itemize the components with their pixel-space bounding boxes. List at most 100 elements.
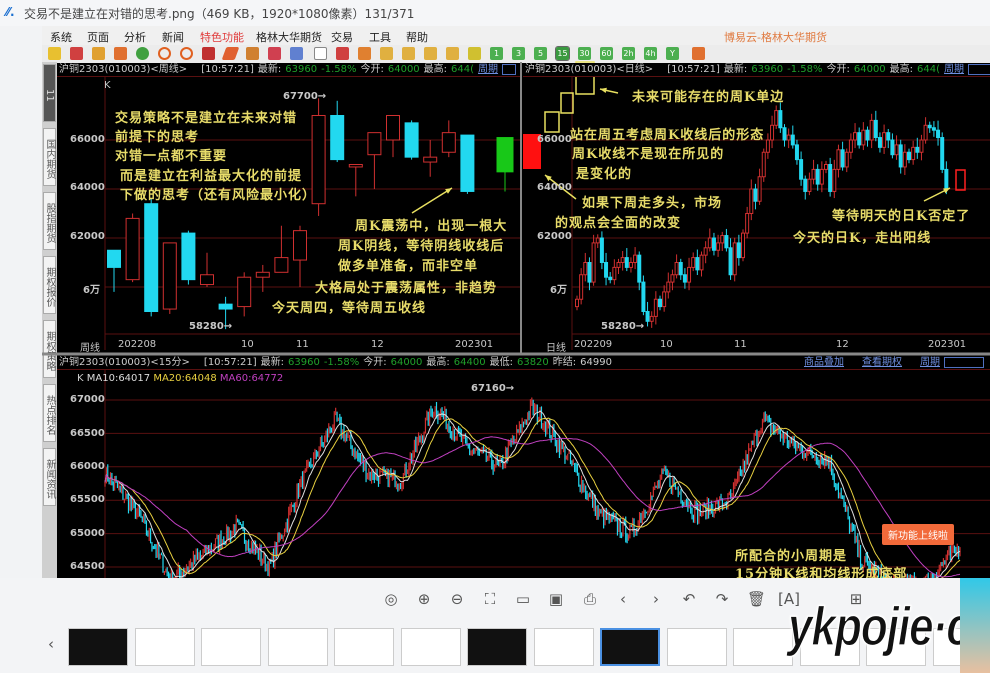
open-label: 今开: xyxy=(360,63,384,75)
low-label: 最低: xyxy=(489,356,513,368)
users-icon[interactable] xyxy=(290,47,303,60)
y-tick: 62000 xyxy=(70,231,105,242)
home-icon[interactable] xyxy=(70,47,83,60)
y-tick: 64000 xyxy=(537,182,572,193)
print-icon[interactable]: ⎙ xyxy=(583,590,596,608)
menu-tools[interactable]: 工具 xyxy=(369,31,391,44)
side-tab-collapse[interactable]: 11 xyxy=(43,64,56,122)
side-tab-hot-ranking[interactable]: 热点排名 xyxy=(43,384,56,442)
zoom-out-icon[interactable]: ⊖ xyxy=(450,590,464,608)
slideshow-icon[interactable]: ▣ xyxy=(548,590,564,608)
annotation: 做多单准备，而非空单 xyxy=(338,259,479,274)
viewer-titlebar: ⁄⁄. 交易不是建立在对错的思考.png（469 KB，1920*1080像素）… xyxy=(0,0,990,26)
day-icon[interactable] xyxy=(380,47,393,60)
week-icon[interactable] xyxy=(402,47,415,60)
thumbnail[interactable] xyxy=(600,628,660,666)
thumbnail[interactable] xyxy=(467,628,527,666)
period-2h[interactable]: 2h xyxy=(622,47,635,60)
quarter-icon[interactable] xyxy=(446,47,459,60)
next-icon[interactable]: › xyxy=(653,590,659,608)
window-buttons[interactable] xyxy=(968,64,990,75)
thumbnail[interactable] xyxy=(666,628,727,666)
rotate-left-icon[interactable]: ↶ xyxy=(682,590,696,608)
min15-header: 沪铜2303(010003)<15分> [10:57:21] 最新: 63960… xyxy=(57,356,990,370)
new-feature-button[interactable]: 新功能上线啦 xyxy=(882,524,954,545)
ocr-icon[interactable]: [A] xyxy=(778,590,800,608)
overlay-link[interactable]: 商品叠加 xyxy=(804,356,844,368)
window-buttons[interactable] xyxy=(502,64,517,75)
toolbar: 1 3 5 15 30 60 2h 4h Y xyxy=(42,45,990,63)
thumbs-prev-icon[interactable]: ‹ xyxy=(48,635,54,653)
layers-icon[interactable] xyxy=(202,47,215,60)
zoom-in-icon[interactable] xyxy=(158,47,171,60)
side-tab-domestic-futures[interactable]: 国内期货 xyxy=(43,128,56,186)
side-tab-option-strategy[interactable]: 期权策略 xyxy=(43,320,56,378)
options-link[interactable]: 查看期权 xyxy=(862,356,902,368)
menu-trade[interactable]: 交易 xyxy=(331,31,353,44)
annotation: 下做的思考（还有风险最小化） xyxy=(120,188,317,203)
rotate-right-icon[interactable]: ↷ xyxy=(715,590,729,608)
change-value: -1.58% xyxy=(323,356,360,368)
high-value: 644( xyxy=(451,63,475,75)
period-link[interactable]: 周期 xyxy=(920,356,940,368)
thumbnail[interactable] xyxy=(68,628,128,666)
thumbnail[interactable] xyxy=(400,628,461,666)
side-tab-news[interactable]: 新闻资讯 xyxy=(43,448,56,506)
board-icon[interactable] xyxy=(114,47,127,60)
thumbnail[interactable] xyxy=(134,628,195,666)
ma-legend: K MA10:64017 MA20:64048 MA60:64772 xyxy=(77,373,283,384)
year-icon[interactable] xyxy=(468,47,481,60)
period-3[interactable]: 3 xyxy=(512,47,525,60)
filter-icon[interactable] xyxy=(268,47,281,60)
menu-system[interactable]: 系统 xyxy=(50,31,72,44)
y-tick: 67000 xyxy=(70,394,105,405)
menu-analysis[interactable]: 分析 xyxy=(124,31,146,44)
period-4h[interactable]: 4h xyxy=(644,47,657,60)
open-folder-icon[interactable]: ▭ xyxy=(515,590,531,608)
window-buttons[interactable] xyxy=(944,357,984,368)
delete-icon[interactable]: 🗑 xyxy=(747,590,767,608)
thumbnail[interactable] xyxy=(334,628,394,666)
side-tab-index-futures[interactable]: 股指期货 xyxy=(43,192,56,250)
menu-broker[interactable]: 格林大华期货 xyxy=(256,31,322,44)
period-y[interactable]: Y xyxy=(666,47,679,60)
zoom-out-icon[interactable] xyxy=(180,47,193,60)
period-60[interactable]: 60 xyxy=(600,47,613,60)
thumbnail[interactable] xyxy=(799,628,860,666)
notes-icon[interactable] xyxy=(92,47,105,60)
grid-view-icon[interactable]: ⊞ xyxy=(849,590,863,608)
menu-help[interactable]: 帮助 xyxy=(406,31,428,44)
period-link[interactable]: 周期 xyxy=(478,63,499,75)
thumbnail[interactable] xyxy=(866,628,926,666)
previous-icon[interactable]: ‹ xyxy=(620,590,626,608)
chart-icon[interactable] xyxy=(336,47,349,60)
thumbnail[interactable] xyxy=(267,628,328,666)
overlay-image-edge xyxy=(960,578,990,673)
thumbnail[interactable] xyxy=(533,628,594,666)
menu-bar: 系统 页面 分析 新闻 特色功能 格林大华期货 交易 工具 帮助 博易云-格林大… xyxy=(42,26,990,45)
mouse-icon[interactable]: ◎ xyxy=(384,590,398,608)
menu-featured[interactable]: 特色功能 xyxy=(200,31,244,44)
table-icon[interactable] xyxy=(314,47,327,60)
menu-page[interactable]: 页面 xyxy=(87,31,109,44)
period-15[interactable]: 15 xyxy=(555,46,570,61)
side-tab-option-quotes[interactable]: 期权报价 xyxy=(43,256,56,314)
pencil-icon[interactable] xyxy=(221,47,240,60)
alarm-icon[interactable] xyxy=(246,47,259,60)
zoom-in-icon[interactable]: ⊕ xyxy=(417,590,431,608)
thumbnail[interactable] xyxy=(733,628,793,666)
calendar-icon[interactable] xyxy=(692,47,705,60)
thumbnail[interactable] xyxy=(201,628,261,666)
period-5[interactable]: 5 xyxy=(534,47,547,60)
period-1[interactable]: 1 xyxy=(490,47,503,60)
menu-news[interactable]: 新闻 xyxy=(162,31,184,44)
x-tick: 202208 xyxy=(118,339,157,350)
refresh-icon[interactable] xyxy=(136,47,149,60)
period-30[interactable]: 30 xyxy=(578,47,591,60)
high-value: 644( xyxy=(917,63,941,75)
back-icon[interactable] xyxy=(48,47,61,60)
minute-icon[interactable] xyxy=(358,47,371,60)
fit-screen-icon[interactable]: ⛶ xyxy=(484,590,496,608)
period-link[interactable]: 周期 xyxy=(944,63,965,75)
month-icon[interactable] xyxy=(424,47,437,60)
